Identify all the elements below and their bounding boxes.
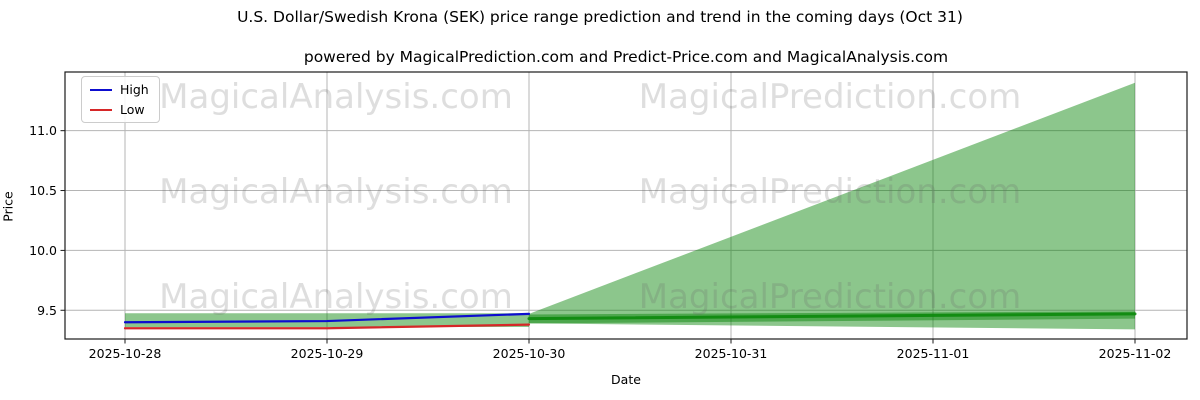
y-tick-label: 11.0 bbox=[29, 123, 57, 138]
plot-border bbox=[64, 71, 1188, 340]
y-tick-label: 10.0 bbox=[29, 243, 57, 258]
y-axis-label: Price bbox=[0, 191, 16, 222]
legend-item-low: Low bbox=[90, 102, 149, 117]
x-tick-label: 2025-10-30 bbox=[493, 346, 566, 361]
y-tick-label: 9.5 bbox=[37, 303, 57, 318]
series-line-prediction-trend bbox=[527, 312, 1137, 321]
x-axis-label: Date bbox=[611, 372, 641, 387]
legend-item-high: High bbox=[90, 82, 149, 97]
chart-title: U.S. Dollar/Swedish Krona (SEK) price ra… bbox=[237, 8, 963, 26]
legend-label-high: High bbox=[120, 82, 149, 97]
x-tick-label: 2025-10-31 bbox=[695, 346, 768, 361]
chart-subtitle: powered by MagicalPrediction.com and Pre… bbox=[303, 48, 949, 66]
x-tick-label: 2025-10-29 bbox=[291, 346, 364, 361]
x-tick-label: 2025-10-28 bbox=[89, 346, 162, 361]
series-line-low bbox=[123, 323, 531, 330]
high-line-swatch-icon bbox=[90, 88, 112, 91]
x-tick-label: 2025-11-02 bbox=[1099, 346, 1172, 361]
low-line-swatch-icon bbox=[90, 108, 112, 111]
series-line-high bbox=[123, 312, 531, 324]
y-tick-label: 10.5 bbox=[29, 183, 57, 198]
band-prediction-fan bbox=[529, 82, 1135, 330]
legend-label-low: Low bbox=[120, 102, 145, 117]
x-tick-label: 2025-11-01 bbox=[897, 346, 970, 361]
legend: High Low bbox=[81, 76, 160, 123]
